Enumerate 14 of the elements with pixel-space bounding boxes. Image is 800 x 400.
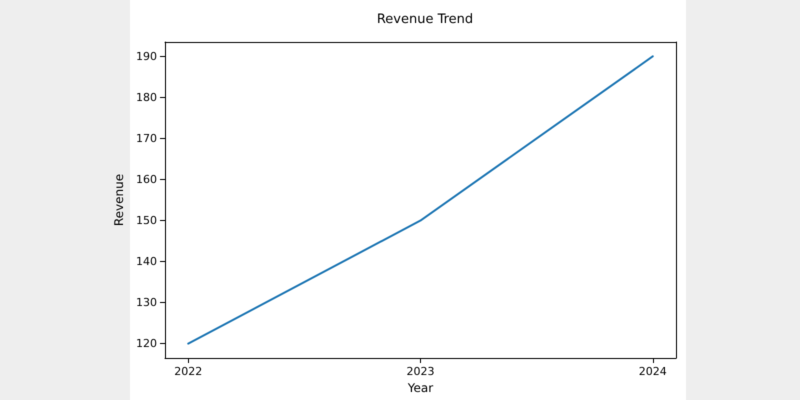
x-tick-label: 2022 xyxy=(174,365,202,378)
x-tick-label: 2023 xyxy=(406,365,434,378)
x-tick-label: 2024 xyxy=(638,365,667,378)
y-tick-label: 190 xyxy=(136,50,157,63)
y-tick-label: 170 xyxy=(136,132,157,145)
y-tick-label: 150 xyxy=(136,214,157,228)
y-tick-label: 180 xyxy=(136,90,157,104)
y-tick-label: 120 xyxy=(136,337,157,350)
chart-title: Revenue Trend xyxy=(376,12,474,27)
y-axis-title: Revenue xyxy=(112,174,126,226)
y-tick-label: 130 xyxy=(136,296,157,310)
y-tick-label: 140 xyxy=(136,255,157,268)
x-axis-title: Year xyxy=(406,380,434,395)
y-tick-label: 160 xyxy=(136,172,157,186)
